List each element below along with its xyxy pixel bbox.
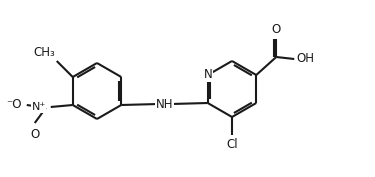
Text: CH₃: CH₃ (33, 46, 55, 59)
Text: Cl: Cl (226, 138, 238, 151)
Text: O: O (272, 23, 281, 36)
Text: N: N (203, 68, 212, 81)
Text: OH: OH (296, 53, 314, 65)
Text: ⁻O: ⁻O (6, 98, 22, 112)
Text: O: O (30, 128, 39, 141)
Text: N⁺: N⁺ (32, 102, 46, 112)
Text: NH: NH (156, 98, 173, 110)
